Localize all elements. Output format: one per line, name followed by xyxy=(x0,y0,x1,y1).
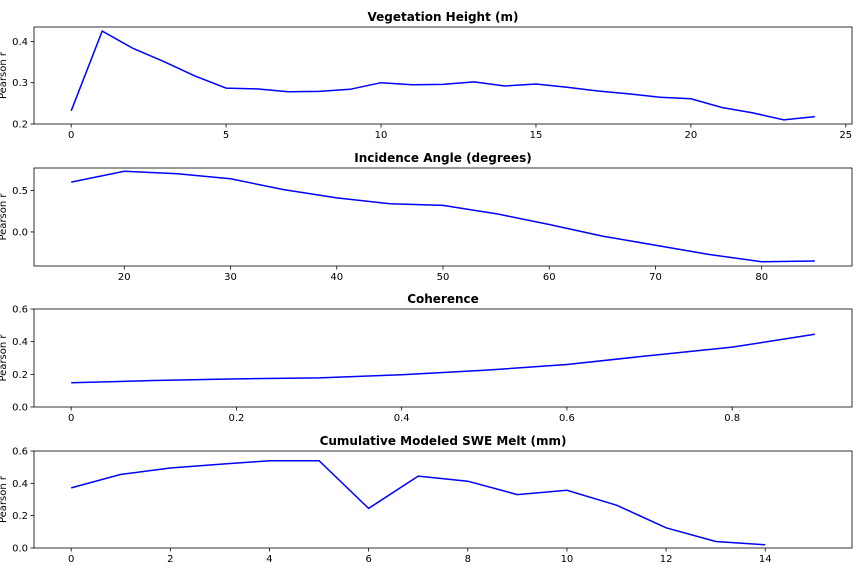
x-tick-label: 0 xyxy=(68,413,74,424)
axes-frame xyxy=(33,26,853,125)
x-tick-label: 2 xyxy=(167,554,173,565)
y-tick-label: 0.2 xyxy=(12,120,28,131)
axes-frame xyxy=(33,167,853,267)
x-tick-label: 0.6 xyxy=(559,413,575,424)
subplot-title: Cumulative Modeled SWE Melt (mm) xyxy=(320,434,567,448)
x-tick-label: 0.8 xyxy=(724,413,740,424)
x-tick-label: 10 xyxy=(561,554,574,565)
subplot-1: Vegetation Height (m) Pearson r 0 5 10 15 20 25… xyxy=(0,10,853,141)
subplot-3: Coherence Pearson r 0 0.2 0.4 0.6 0.8 0.0 0.2 0.4… xyxy=(0,292,853,424)
subplot-title: Incidence Angle (degrees) xyxy=(354,151,531,165)
x-tick-label: 5 xyxy=(223,130,229,141)
x-tick-label: 30 xyxy=(224,272,237,283)
y-tick-label: 0.2 xyxy=(12,511,28,522)
y-axis-label: Pearson r xyxy=(0,51,9,99)
x-tick-label: 60 xyxy=(543,272,556,283)
series-line xyxy=(71,333,815,384)
x-tick-label: 0 xyxy=(68,554,74,565)
x-tick-label: 50 xyxy=(437,272,450,283)
axes-frame xyxy=(33,308,853,408)
y-tick-label: 0.0 xyxy=(12,227,28,238)
x-tick-label: 6 xyxy=(365,554,371,565)
y-axis-label: Pearson r xyxy=(0,475,9,523)
y-tick-label: 0.5 xyxy=(12,186,28,197)
x-tick-label: 20 xyxy=(118,272,131,283)
subplot-4: Cumulative Modeled SWE Melt (mm) Pearson … xyxy=(0,434,853,565)
x-tick-label: 80 xyxy=(755,272,768,283)
y-tick-label: 0.4 xyxy=(12,479,28,490)
x-tick-label: 40 xyxy=(330,272,343,283)
y-tick-label: 0.2 xyxy=(12,370,28,381)
series-line xyxy=(71,170,815,263)
x-tick-label: 25 xyxy=(839,130,852,141)
x-tick-label: 0.4 xyxy=(394,413,410,424)
subplot-2: Incidence Angle (degrees) Pearson r 20 30 40… xyxy=(0,151,853,283)
x-tick-label: 10 xyxy=(375,130,388,141)
x-tick-label: 0.2 xyxy=(228,413,244,424)
y-tick-label: 0.6 xyxy=(12,447,28,458)
x-tick-label: 0 xyxy=(68,130,74,141)
x-tick-label: 4 xyxy=(266,554,272,565)
y-tick-label: 0.0 xyxy=(12,544,28,555)
series-line xyxy=(71,459,766,546)
y-axis-label: Pearson r xyxy=(0,334,9,382)
y-tick-label: 0.3 xyxy=(12,78,28,89)
x-tick-label: 70 xyxy=(649,272,662,283)
y-tick-label: 0.4 xyxy=(12,337,28,348)
x-tick-label: 20 xyxy=(685,130,698,141)
x-tick-label: 12 xyxy=(660,554,673,565)
subplot-title: Coherence xyxy=(407,292,479,306)
y-tick-label: 0.4 xyxy=(12,37,28,48)
x-tick-label: 8 xyxy=(465,554,471,565)
axes-frame xyxy=(33,450,853,549)
y-tick-label: 0.0 xyxy=(12,403,28,414)
x-tick-label: 14 xyxy=(759,554,772,565)
y-axis-label: Pearson r xyxy=(0,193,9,241)
series-line xyxy=(70,30,815,121)
x-tick-label: 15 xyxy=(530,130,543,141)
subplot-title: Vegetation Height (m) xyxy=(368,10,519,24)
y-tick-label: 0.6 xyxy=(12,305,28,316)
